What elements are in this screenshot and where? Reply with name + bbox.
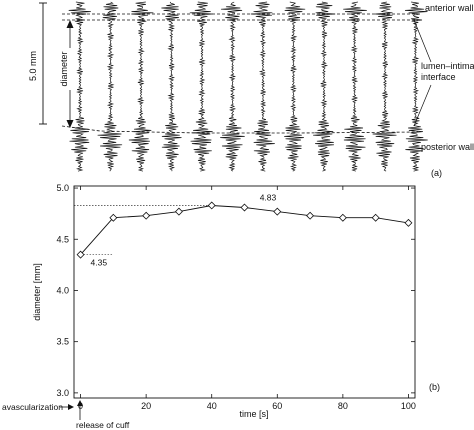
data-point-marker: [207, 201, 216, 210]
posterior-wall-dashed-line: [61, 125, 419, 134]
scale-bar-label: 5.0 mm: [28, 51, 38, 81]
y-tick-label: 4.5: [56, 234, 69, 244]
rf-trace: [284, 1, 306, 172]
rf-trace: [313, 1, 336, 172]
x-axis-title: time [s]: [239, 409, 268, 419]
y-tick-label: 3.0: [56, 388, 69, 398]
posterior-wall-label: posterior wall: [421, 142, 474, 152]
panel-a-label: (a): [431, 168, 442, 178]
avascularization-label: avascularization: [2, 402, 63, 412]
rf-trace: [404, 1, 428, 172]
avascularization-arrowhead: [68, 404, 74, 410]
y-axis: 3.0 3.5 4.0 4.5 5.0: [56, 183, 415, 398]
plot-frame: [73, 185, 416, 399]
data-point-marker: [338, 213, 347, 222]
rf-trace: [250, 1, 275, 172]
lumen-intima-label: lumen–intima: [421, 61, 474, 71]
diameter-markers: [76, 201, 413, 259]
data-point-marker: [174, 207, 183, 216]
data-point-marker: [306, 211, 315, 220]
pointer-anterior: [413, 19, 432, 63]
data-point-marker: [404, 218, 413, 227]
y-tick-label: 4.0: [56, 285, 69, 295]
rf-trace: [189, 1, 213, 172]
start-value-annotation: 4.35: [91, 258, 108, 268]
y-tick-label: 5.0: [56, 183, 69, 193]
x-tick-label: 20: [141, 401, 151, 411]
x-tick-label: 80: [338, 401, 348, 411]
x-tick-label: 100: [401, 401, 416, 411]
panel-a-rf-traces: 5.0 mm diameter anterior wall lumen–inti…: [28, 1, 474, 178]
data-point-marker: [371, 213, 380, 222]
y-tick-label: 3.5: [56, 337, 69, 347]
x-tick-label: 40: [207, 401, 217, 411]
peak-value-annotation: 4.83: [260, 192, 277, 202]
release-label: release of cuff: [76, 420, 130, 430]
rf-trace: [343, 1, 367, 172]
rf-trace: [128, 1, 154, 172]
value-guides: [74, 205, 212, 255]
release-arrowhead: [77, 400, 83, 406]
diameter-series-line: [80, 205, 409, 255]
diameter-arrowhead-top: [66, 20, 74, 28]
x-tick-label: 60: [272, 401, 282, 411]
y-axis-title: diameter [mm]: [32, 263, 42, 321]
data-point-marker: [142, 211, 151, 220]
rf-trace: [68, 1, 91, 172]
anterior-wall-label: anterior wall: [425, 3, 474, 13]
panel-b-label: (b): [429, 382, 440, 392]
data-point-marker: [109, 213, 118, 222]
rf-trace: [372, 1, 397, 172]
rf-traces-group: [68, 1, 428, 172]
interface-label: interface: [421, 72, 456, 82]
data-point-marker: [76, 250, 85, 259]
diameter-arrowhead-bottom: [66, 120, 74, 128]
data-point-marker: [273, 207, 282, 216]
diameter-label: diameter: [59, 51, 69, 86]
rf-trace: [161, 1, 182, 172]
data-point-marker: [240, 203, 249, 212]
rf-trace: [97, 1, 123, 172]
diameter-label-bg: [61, 48, 73, 90]
pointer-posterior: [413, 84, 432, 127]
rf-trace: [220, 1, 245, 172]
